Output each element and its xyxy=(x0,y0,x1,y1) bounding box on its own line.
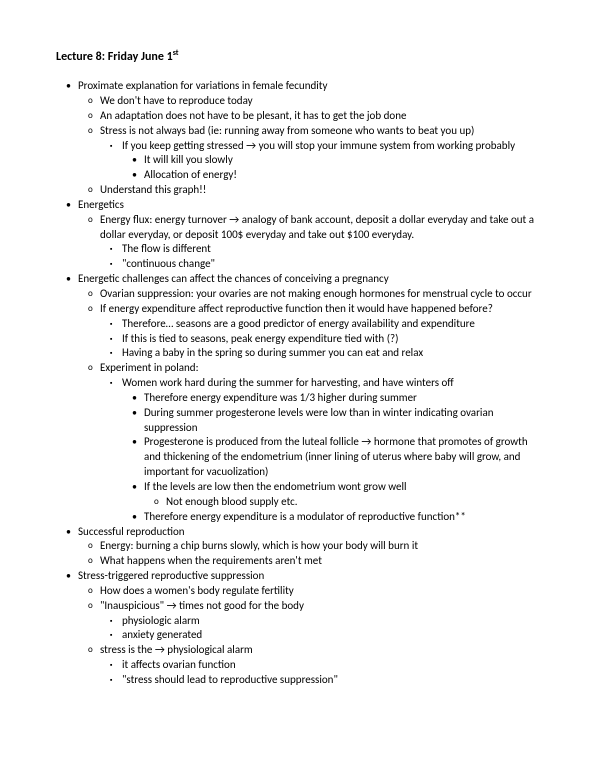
item: anxiety generated xyxy=(100,628,539,643)
item: Stress is not always bad (ie: running aw… xyxy=(78,124,539,183)
item: The flow is different xyxy=(100,242,539,257)
item: Allocation of energy! xyxy=(122,168,539,183)
item: We don't have to reproduce today xyxy=(78,94,539,109)
text: Energetic challenges can affect the chan… xyxy=(78,272,389,285)
text: Having a baby in the spring so during su… xyxy=(122,346,423,359)
item: Therefore energy expenditure was 1/3 hig… xyxy=(122,391,539,406)
item: Understand this graph!! xyxy=(78,183,539,198)
item: Women work hard during the summer for ha… xyxy=(100,376,539,524)
text: Energy flux: energy turnover → analogy o… xyxy=(100,213,534,241)
text: Energy: burning a chip burns slowly, whi… xyxy=(100,539,418,552)
item: What happens when the requirements aren'… xyxy=(78,554,539,569)
text: How does a women's body regulate fertili… xyxy=(100,584,294,597)
text: If you keep getting stressed → you will … xyxy=(122,139,515,152)
text: Therefore… seasons are a good predictor … xyxy=(122,317,475,330)
item: Progesterone is produced from the luteal… xyxy=(122,435,539,480)
item: If this is tied to seasons, peak energy … xyxy=(100,332,539,347)
item: If the levels are low then the endometri… xyxy=(122,480,539,510)
text: An adaptation does not have to be plesan… xyxy=(100,109,406,122)
text: We don't have to reproduce today xyxy=(100,94,253,107)
item: "continuous change" xyxy=(100,257,539,272)
text: The flow is different xyxy=(122,242,211,255)
text: Therefore energy expenditure was 1/3 hig… xyxy=(144,391,417,404)
item: Not enough blood supply etc. xyxy=(144,495,539,510)
item-energetic-challenges: Energetic challenges can affect the chan… xyxy=(56,272,539,524)
text: anxiety generated xyxy=(122,628,202,641)
text: Women work hard during the summer for ha… xyxy=(122,376,454,389)
text: "Inauspicious" → times not good for the … xyxy=(100,599,304,612)
item-proximate: Proximate explanation for variations in … xyxy=(56,79,539,198)
item: Therefore energy expenditure is a modula… xyxy=(122,510,539,525)
text: it affects ovarian function xyxy=(122,658,236,671)
item: During summer progesterone levels were l… xyxy=(122,406,539,436)
item: Therefore… seasons are a good predictor … xyxy=(100,317,539,332)
item: Having a baby in the spring so during su… xyxy=(100,346,539,361)
text: Allocation of energy! xyxy=(144,168,237,181)
text: Therefore energy expenditure is a modula… xyxy=(144,510,466,523)
item: How does a women's body regulate fertili… xyxy=(78,584,539,599)
text: It will kill you slowly xyxy=(144,153,233,166)
text: Energetics xyxy=(78,198,124,211)
text: "continuous change" xyxy=(122,257,215,270)
item: it affects ovarian function xyxy=(100,658,539,673)
lecture-title: Lecture 8: Friday June 1st xyxy=(56,48,539,65)
title-text: Lecture 8: Friday June 1 xyxy=(56,50,173,64)
text: Stress is not always bad (ie: running aw… xyxy=(100,124,474,137)
text: Experiment in poland: xyxy=(100,361,199,374)
item: "Inauspicious" → times not good for the … xyxy=(78,599,539,644)
item-energetics: Energetics Energy flux: energy turnover … xyxy=(56,198,539,272)
text: stress is the → physiological alarm xyxy=(100,643,253,656)
title-suffix: st xyxy=(173,48,179,58)
item-stress-triggered: Stress-triggered reproductive suppressio… xyxy=(56,569,539,688)
text: During summer progesterone levels were l… xyxy=(144,406,494,434)
item: An adaptation does not have to be plesan… xyxy=(78,109,539,124)
item: "stress should lead to reproductive supp… xyxy=(100,673,539,688)
item: If you keep getting stressed → you will … xyxy=(100,139,539,184)
text: If the levels are low then the endometri… xyxy=(144,480,407,493)
item-successful-reproduction: Successful reproduction Energy: burning … xyxy=(56,525,539,570)
item: If energy expenditure affect reproductiv… xyxy=(78,302,539,361)
item: It will kill you slowly xyxy=(122,153,539,168)
text: Understand this graph!! xyxy=(100,183,206,196)
text: If this is tied to seasons, peak energy … xyxy=(122,332,398,345)
text: Successful reproduction xyxy=(78,525,185,538)
text: physiologic alarm xyxy=(122,614,200,627)
text: Ovarian suppression: your ovaries are no… xyxy=(100,287,532,300)
text: If energy expenditure affect reproductiv… xyxy=(100,302,493,315)
text: What happens when the requirements aren'… xyxy=(100,554,322,567)
item: Energy flux: energy turnover → analogy o… xyxy=(78,213,539,272)
item: Experiment in poland: Women work hard du… xyxy=(78,361,539,524)
text: Stress-triggered reproductive suppressio… xyxy=(78,569,264,582)
item: physiologic alarm xyxy=(100,614,539,629)
text: Progesterone is produced from the luteal… xyxy=(144,435,528,478)
text: Not enough blood supply etc. xyxy=(166,495,298,508)
item: Ovarian suppression: your ovaries are no… xyxy=(78,287,539,302)
text: Proximate explanation for variations in … xyxy=(78,79,327,92)
outline-root: Proximate explanation for variations in … xyxy=(56,79,539,688)
item: stress is the → physiological alarm it a… xyxy=(78,643,539,688)
item: Energy: burning a chip burns slowly, whi… xyxy=(78,539,539,554)
text: "stress should lead to reproductive supp… xyxy=(122,673,338,686)
